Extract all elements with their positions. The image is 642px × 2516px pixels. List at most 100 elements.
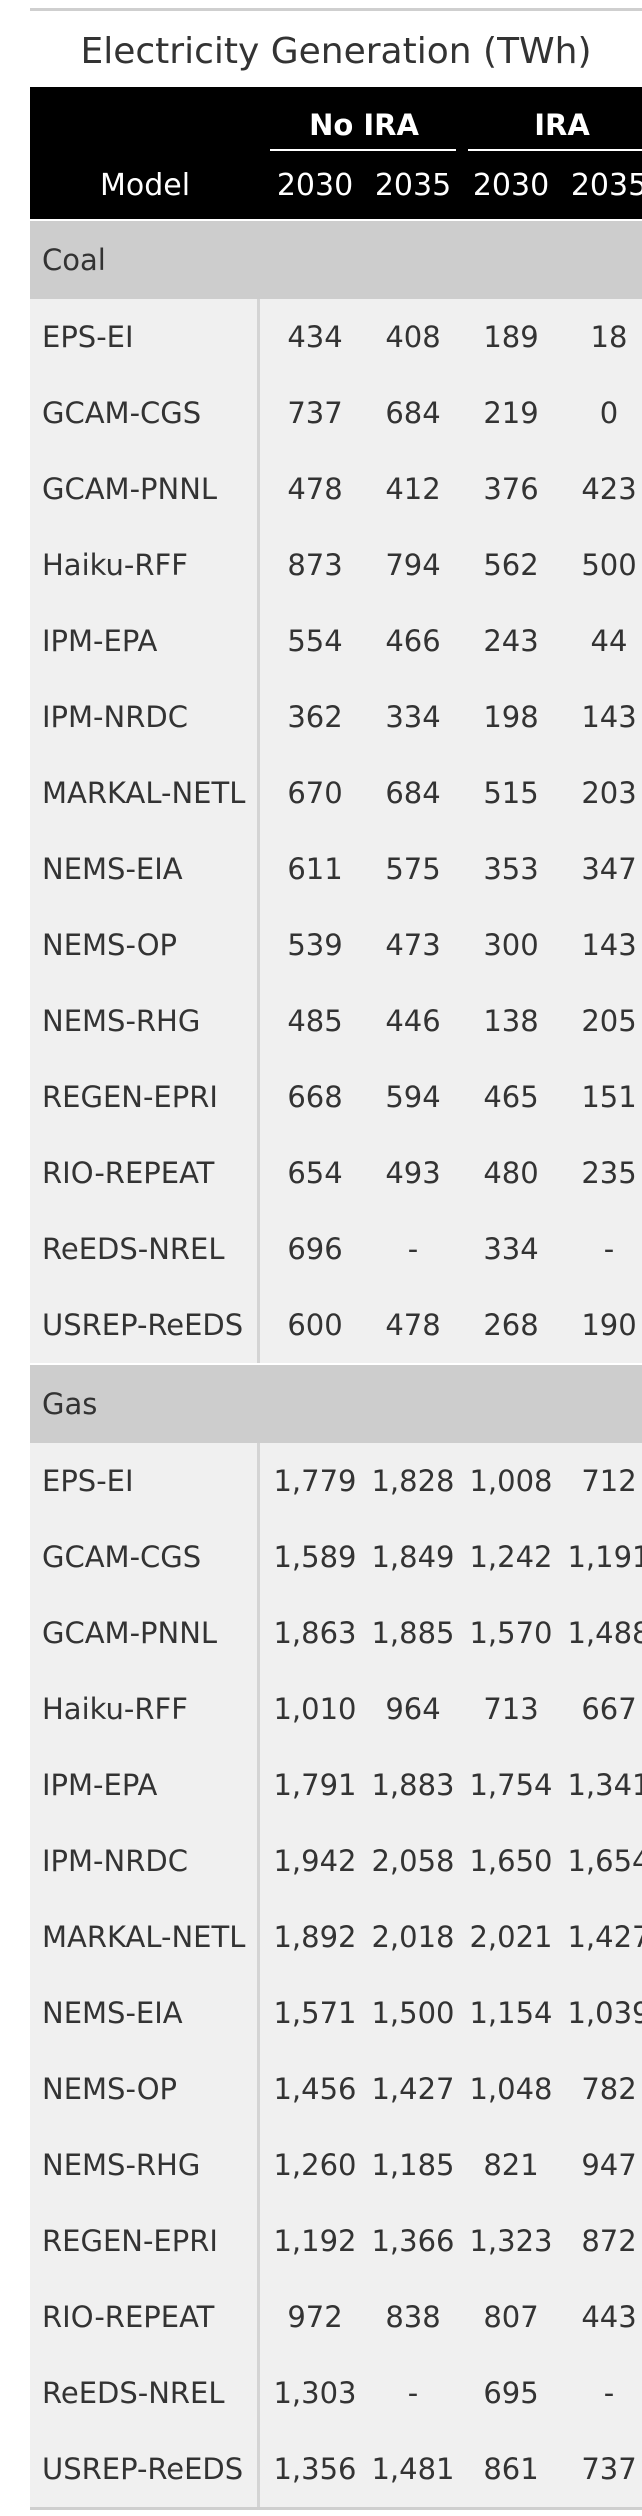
value-cell: 1,791 [273, 1768, 357, 1802]
bottom-rule [30, 2507, 642, 2510]
table-row: MARKAL-NETL 670 684 515 203 [30, 755, 642, 831]
value-cell: 1,942 [273, 1844, 357, 1878]
table-row: USREP-ReEDS 1,356 1,481 861 737 [30, 2431, 642, 2507]
value-cell: 696 [287, 1232, 343, 1266]
table-row: REGEN-EPRI 1,192 1,366 1,323 872 [30, 2203, 642, 2279]
value-cell: 0 [599, 396, 619, 430]
value-cell: 1,192 [273, 2224, 357, 2258]
value-cell: 1,010 [273, 1692, 357, 1726]
value-cell: 1,260 [273, 2148, 357, 2182]
value-cell: 1,456 [273, 2072, 357, 2106]
value-cell: 1,154 [469, 1996, 553, 2030]
value-cell: 964 [385, 1692, 441, 1726]
model-name-cell: IPM-NRDC [30, 1823, 260, 1899]
value-cell: 493 [385, 1156, 441, 1190]
model-name-cell: GCAM-PNNL [30, 1595, 260, 1671]
value-cell: 478 [385, 1308, 441, 1342]
value-cell: 1,008 [469, 1464, 553, 1498]
table-row: NEMS-RHG 485 446 138 205 [30, 983, 642, 1059]
table-title: Electricity Generation (TWh) [80, 31, 592, 72]
group-underline-no-ira [270, 149, 456, 151]
model-name-cell: USREP-ReEDS [30, 2431, 260, 2507]
value-cell: 443 [581, 2300, 637, 2334]
model-name-cell: REGEN-EPRI [30, 2203, 260, 2279]
model-name-cell: RIO-REPEAT [30, 2279, 260, 2355]
value-cell: 554 [287, 624, 343, 658]
table-row: Haiku-RFF 1,010 964 713 667 [30, 1671, 642, 1747]
value-cell: 1,779 [273, 1464, 357, 1498]
value-cell: 465 [483, 1080, 539, 1114]
value-cell: 600 [287, 1308, 343, 1342]
value-cell: 611 [287, 852, 343, 886]
value-cell: 446 [385, 1004, 441, 1038]
model-name-cell: EPS-EI [30, 1443, 260, 1519]
value-cell: 1,849 [371, 1540, 455, 1574]
year-header: 2030 [276, 168, 354, 203]
value-cell: 198 [483, 700, 539, 734]
table-row: Haiku-RFF 873 794 562 500 [30, 527, 642, 603]
value-cell: 485 [287, 1004, 343, 1038]
table-body: Coal EPS-EI 434 408 189 18 GCAM-CGS 737 684 219 0 G… [30, 219, 642, 2507]
value-cell: 334 [483, 1232, 539, 1266]
top-rule [30, 0, 642, 11]
value-cell: 1,654 [567, 1844, 642, 1878]
value-cell: 1,185 [371, 2148, 455, 2182]
value-cell: 143 [581, 928, 637, 962]
value-cell: 712 [581, 1464, 637, 1498]
value-cell: 861 [483, 2452, 539, 2486]
table-row: EPS-EI 1,779 1,828 1,008 712 [30, 1443, 642, 1519]
value-cell: 794 [385, 548, 441, 582]
value-cell: 1,589 [273, 1540, 357, 1574]
value-cell: 412 [385, 472, 441, 506]
value-cell: 782 [581, 2072, 637, 2106]
table-row: NEMS-OP 539 473 300 143 [30, 907, 642, 983]
table-row: USREP-ReEDS 600 478 268 190 [30, 1287, 642, 1363]
value-cell: 1,356 [273, 2452, 357, 2486]
table-row: GCAM-PNNL 1,863 1,885 1,570 1,488 [30, 1595, 642, 1671]
value-cell: 235 [581, 1156, 637, 1190]
value-cell: 1,191 [567, 1540, 642, 1574]
value-cell: 190 [581, 1308, 637, 1342]
model-name-cell: MARKAL-NETL [30, 755, 260, 831]
table-row: ReEDS-NREL 696 - 334 - [30, 1211, 642, 1287]
model-column-header: Model [99, 168, 191, 203]
table-row: IPM-NRDC 362 334 198 143 [30, 679, 642, 755]
value-cell: 515 [483, 776, 539, 810]
value-cell: 2,018 [371, 1920, 455, 1954]
value-cell: 347 [581, 852, 637, 886]
value-cell: 1,427 [567, 1920, 642, 1954]
value-cell: 654 [287, 1156, 343, 1190]
group-header-no-ira: No IRA [309, 108, 419, 142]
group-underline-ira [468, 149, 642, 151]
value-cell: 1,048 [469, 2072, 553, 2106]
table-row: REGEN-EPRI 668 594 465 151 [30, 1059, 642, 1135]
value-cell: 684 [385, 396, 441, 430]
value-cell: 334 [385, 700, 441, 734]
value-cell: 737 [581, 2452, 637, 2486]
model-name-cell: NEMS-OP [30, 907, 260, 983]
value-cell: 575 [385, 852, 441, 886]
value-cell: 872 [581, 2224, 637, 2258]
table-header: Model No IRA IRA 2030 2035 2030 2035 [30, 87, 642, 219]
value-cell: 1,650 [469, 1844, 553, 1878]
value-cell: 873 [287, 548, 343, 582]
table-row: GCAM-CGS 737 684 219 0 [30, 375, 642, 451]
model-name-cell: REGEN-EPRI [30, 1059, 260, 1135]
value-cell: 268 [483, 1308, 539, 1342]
value-cell: 44 [590, 624, 628, 658]
value-cell: 1,571 [273, 1996, 357, 2030]
value-cell: 423 [581, 472, 637, 506]
value-cell: 668 [287, 1080, 343, 1114]
value-cell: 670 [287, 776, 343, 810]
model-name-cell: NEMS-RHG [30, 2127, 260, 2203]
model-name-cell: RIO-REPEAT [30, 1135, 260, 1211]
model-name-cell: GCAM-CGS [30, 375, 260, 451]
table-row: NEMS-OP 1,456 1,427 1,048 782 [30, 2051, 642, 2127]
model-name-cell: NEMS-OP [30, 2051, 260, 2127]
value-cell: - [603, 1232, 615, 1266]
value-cell: 408 [385, 320, 441, 354]
value-cell: 205 [581, 1004, 637, 1038]
model-name-cell: EPS-EI [30, 299, 260, 375]
table-row: GCAM-PNNL 478 412 376 423 [30, 451, 642, 527]
value-cell: 1,488 [567, 1616, 642, 1650]
